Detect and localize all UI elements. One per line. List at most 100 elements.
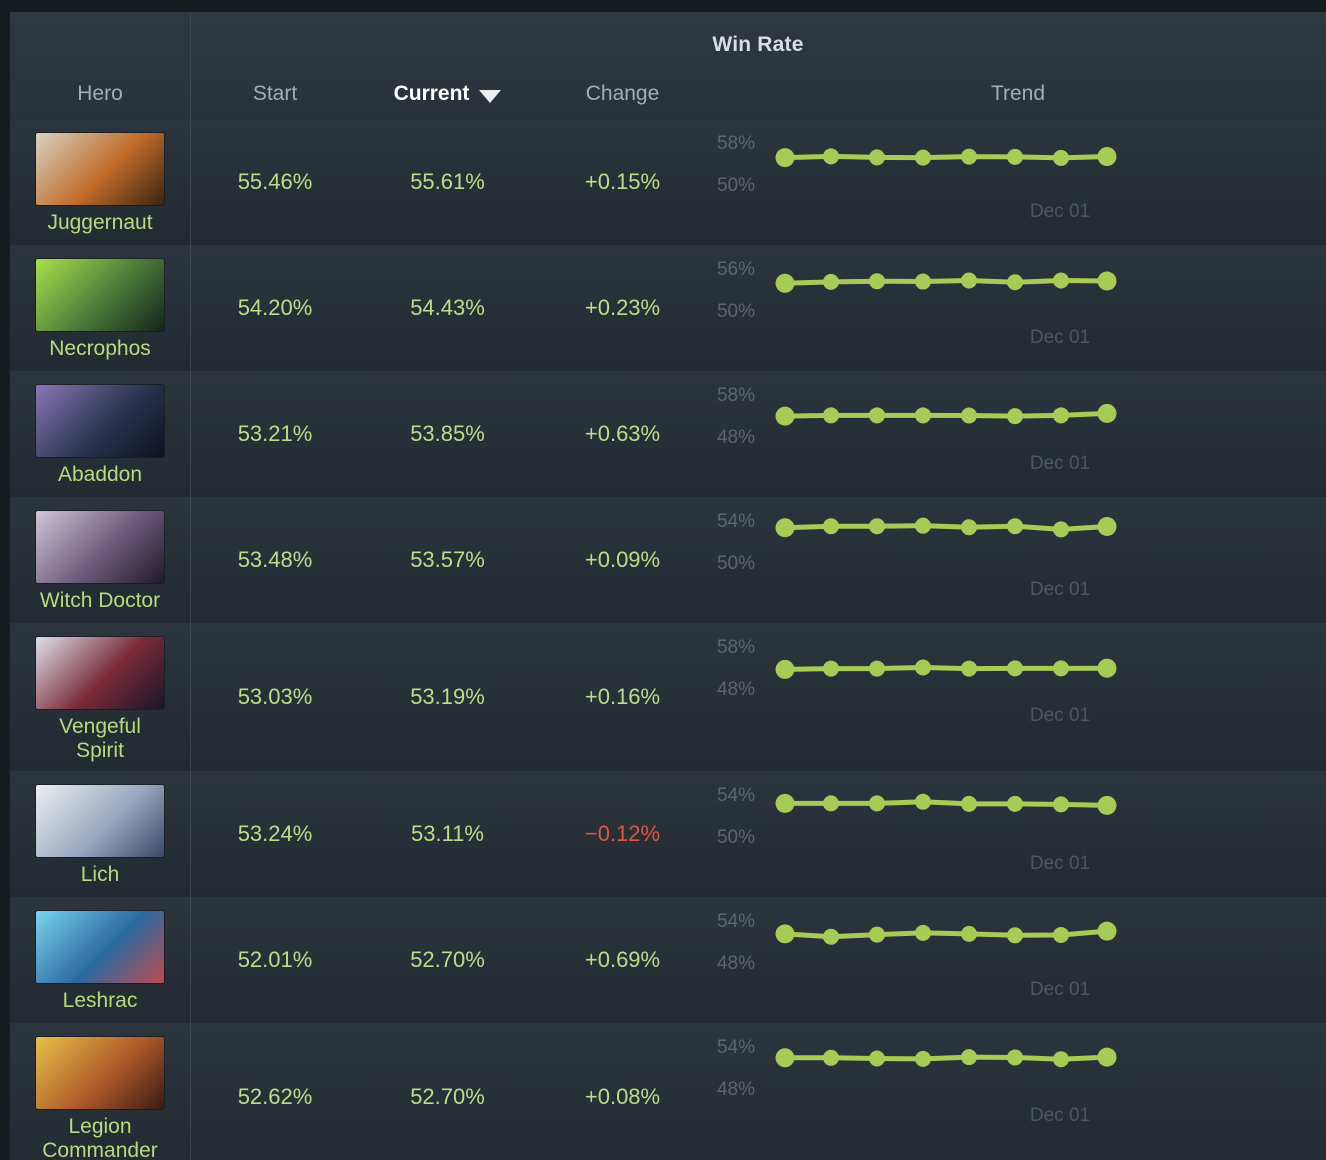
column-header-hero: Hero	[77, 82, 123, 105]
trend-sparkline	[775, 271, 1117, 293]
hero-row: Lich 53.24% 53.11% −0.12% 54% 50% Dec 01	[10, 771, 1326, 897]
hero-row: Legion Commander 52.62% 52.70% +0.08% 54…	[10, 1023, 1326, 1160]
trend-axis-top-label: 58%	[716, 637, 755, 658]
trend-date-label: Dec 01	[1029, 979, 1091, 1000]
current-value: 53.57%	[410, 547, 485, 572]
current-value: 53.85%	[410, 421, 485, 446]
win-rate-group-title: Win Rate	[712, 33, 804, 56]
change-value: +0.63%	[584, 421, 661, 446]
trend-axis-top-label: 54%	[716, 785, 755, 806]
hero-name[interactable]: Juggernaut	[47, 211, 153, 234]
column-header-trend: Trend	[990, 82, 1046, 105]
hero-cell: Legion Commander	[10, 1023, 190, 1160]
trend-cell: 58% 48% Dec 01	[710, 623, 1326, 771]
trend-axis-top-label: 54%	[716, 511, 755, 532]
change-value: −0.12%	[584, 821, 661, 846]
trend-sparkline	[775, 147, 1117, 168]
change-value: +0.16%	[584, 684, 661, 709]
hero-name[interactable]: Leshrac	[62, 989, 138, 1012]
hero-portrait[interactable]	[36, 911, 164, 983]
hero-cell: Leshrac	[10, 897, 190, 1023]
current-value: 53.19%	[410, 684, 485, 709]
change-value: +0.09%	[584, 547, 661, 572]
hero-cell: Lich	[10, 771, 190, 897]
table-header: Win Rate Hero Start Current Change Trend	[10, 12, 1326, 119]
column-header-current[interactable]: Current	[360, 82, 535, 119]
trend-axis-bottom-label: 48%	[716, 427, 755, 448]
trend-axis-bottom-label: 48%	[716, 1079, 755, 1100]
hero-name[interactable]: Abaddon	[57, 463, 143, 486]
hero-row: Abaddon 53.21% 53.85% +0.63% 58% 48% Dec…	[10, 371, 1326, 497]
trend-sparkline	[775, 793, 1117, 815]
hero-portrait[interactable]	[36, 1037, 164, 1109]
trend-sparkline	[775, 517, 1117, 538]
hero-cell: Vengeful Spirit	[10, 623, 190, 771]
start-value: 53.48%	[237, 547, 313, 572]
trend-cell: 54% 50% Dec 01	[710, 497, 1326, 623]
start-value: 53.21%	[237, 421, 313, 446]
trend-axis-bottom-label: 50%	[716, 301, 755, 322]
hero-name[interactable]: Vengeful Spirit	[59, 715, 141, 762]
hero-row: Juggernaut 55.46% 55.61% +0.15% 58% 50% …	[10, 119, 1326, 245]
trend-date-label: Dec 01	[1029, 327, 1091, 348]
column-header-current-label: Current	[393, 82, 470, 105]
hero-cell: Juggernaut	[10, 119, 190, 245]
current-value: 55.61%	[410, 169, 485, 194]
current-value: 53.11%	[411, 821, 484, 846]
column-header-row: Hero Start Current Change Trend	[10, 12, 1326, 119]
hero-portrait[interactable]	[36, 385, 164, 457]
hero-cell: Abaddon	[10, 371, 190, 497]
trend-axis-bottom-label: 50%	[716, 827, 755, 848]
trend-axis-bottom-label: 48%	[716, 953, 755, 974]
sort-desc-icon	[479, 89, 502, 103]
start-value: 55.46%	[237, 169, 313, 194]
trend-axis-top-label: 54%	[716, 1037, 755, 1058]
trend-cell: 54% 50% Dec 01	[710, 771, 1326, 897]
hero-portrait[interactable]	[36, 133, 164, 205]
current-value: 52.70%	[410, 1084, 485, 1109]
change-value: +0.23%	[584, 295, 661, 320]
trend-axis-bottom-label: 50%	[716, 175, 755, 196]
trend-date-label: Dec 01	[1029, 1105, 1091, 1126]
trend-axis-bottom-label: 50%	[716, 553, 755, 574]
trend-sparkline	[775, 1047, 1117, 1068]
hero-column-divider	[190, 12, 191, 1160]
trend-cell: 58% 50% Dec 01	[710, 119, 1326, 245]
change-value: +0.69%	[584, 947, 661, 972]
hero-cell: Necrophos	[10, 245, 190, 371]
current-value: 52.70%	[410, 947, 485, 972]
trend-cell: 58% 48% Dec 01	[710, 371, 1326, 497]
trend-cell: 54% 48% Dec 01	[710, 1023, 1326, 1160]
start-value: 52.62%	[237, 1084, 313, 1109]
hero-name[interactable]: Necrophos	[49, 337, 151, 360]
hero-portrait[interactable]	[36, 259, 164, 331]
start-value: 54.20%	[237, 295, 313, 320]
trend-axis-top-label: 54%	[716, 911, 755, 932]
trend-axis-top-label: 56%	[716, 259, 755, 280]
hero-portrait[interactable]	[36, 637, 164, 709]
trend-axis-top-label: 58%	[716, 385, 755, 406]
hero-portrait[interactable]	[36, 511, 164, 583]
column-header-change[interactable]: Change	[585, 82, 660, 105]
hero-portrait[interactable]	[36, 785, 164, 857]
hero-name[interactable]: Legion Commander	[42, 1115, 158, 1160]
start-value: 53.24%	[237, 821, 313, 846]
trend-date-label: Dec 01	[1029, 453, 1091, 474]
trend-sparkline	[775, 658, 1117, 679]
hero-row: Witch Doctor 53.48% 53.57% +0.09% 54% 50…	[10, 497, 1326, 623]
trend-date-label: Dec 01	[1029, 853, 1091, 874]
current-value: 54.43%	[410, 295, 485, 320]
start-value: 53.03%	[237, 684, 313, 709]
win-rate-table: Win Rate Hero Start Current Change Trend…	[10, 12, 1326, 1160]
hero-rows: Juggernaut 55.46% 55.61% +0.15% 58% 50% …	[10, 119, 1326, 1160]
start-value: 52.01%	[237, 947, 313, 972]
column-header-start[interactable]: Start	[252, 82, 298, 105]
hero-name[interactable]: Witch Doctor	[39, 589, 161, 612]
trend-cell: 54% 48% Dec 01	[710, 897, 1326, 1023]
trend-sparkline	[775, 403, 1117, 426]
hero-name[interactable]: Lich	[80, 863, 120, 886]
change-value: +0.15%	[584, 169, 661, 194]
trend-sparkline	[775, 921, 1117, 945]
trend-axis-top-label: 58%	[716, 133, 755, 154]
trend-date-label: Dec 01	[1029, 705, 1091, 726]
